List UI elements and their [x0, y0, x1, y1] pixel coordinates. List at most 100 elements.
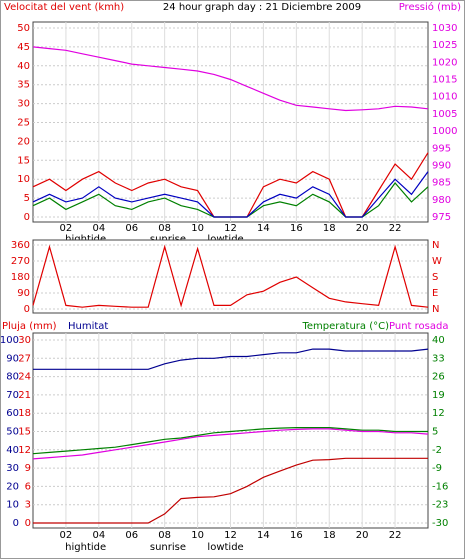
y-tick-label: 50	[6, 427, 19, 438]
x-tick-label: 02	[60, 223, 73, 234]
x-tick-label: 18	[323, 530, 336, 541]
y2-tick-label: 990	[432, 160, 451, 171]
y-tick-label: 20	[17, 136, 30, 147]
y-tick-label: 0	[13, 518, 19, 529]
y2-tick-label: 19	[432, 390, 445, 401]
y-tick-label: 80	[6, 372, 19, 383]
x-tick-label: 18	[323, 223, 336, 234]
x-tick-label: 12	[224, 223, 237, 234]
y-tick-label: 270	[11, 256, 30, 267]
y2-tick-label: 1030	[432, 23, 457, 34]
y2-tick-label: 26	[432, 372, 445, 383]
x-tick-label: 10	[191, 223, 204, 234]
x-tick-label: 14	[257, 530, 270, 541]
y-tick-label: 60	[6, 408, 19, 419]
y-tick-label: 10	[6, 500, 19, 511]
y-tick-label: 40	[6, 445, 19, 456]
series-line	[32, 427, 428, 455]
series-line	[32, 244, 429, 308]
y2-tick-label: 1005	[432, 109, 457, 120]
pressure-axis-label: Pressió (mb)	[399, 1, 461, 13]
annotation: lowtide	[207, 542, 243, 553]
y2-tick-label: 975	[432, 212, 451, 223]
y2-tick-label: 1000	[432, 126, 457, 137]
x-tick-label: 08	[158, 530, 171, 541]
x-tick-label: 10	[191, 530, 204, 541]
x-tick-label: 04	[92, 223, 105, 234]
y-tick-label: 20	[6, 481, 19, 492]
y3-tick-label: 12	[18, 445, 31, 456]
y2-tick-label: 985	[432, 178, 451, 189]
y-tick-label: 100	[0, 335, 19, 346]
y3-tick-label: 0	[25, 518, 31, 529]
y3-tick-label: 18	[18, 408, 31, 419]
y-tick-label: 25	[17, 118, 30, 129]
y2-tick-label: E	[432, 288, 438, 299]
y2-tick-label: N	[432, 304, 439, 315]
y-tick-label: 5	[24, 193, 30, 204]
y3-tick-label: 15	[18, 427, 31, 438]
y-tick-label: 70	[6, 390, 19, 401]
y2-tick-label: 33	[432, 353, 445, 364]
y2-tick-label: -2	[432, 445, 442, 456]
x-tick-label: 20	[356, 530, 369, 541]
y-tick-label: 15	[17, 155, 30, 166]
y2-tick-label: 1020	[432, 57, 457, 68]
y2-tick-label: 1015	[432, 75, 457, 86]
y-tick-label: 45	[17, 42, 30, 53]
y2-tick-label: N	[432, 240, 439, 251]
x-tick-label: 02	[60, 530, 73, 541]
rain-axis-label: Pluja (mm)	[2, 321, 57, 332]
y2-tick-label: 1010	[432, 92, 457, 103]
y-tick-label: 90	[6, 353, 19, 364]
y2-tick-label: 40	[432, 335, 445, 346]
x-tick-label: 06	[125, 223, 138, 234]
annotation: hightide	[65, 542, 106, 553]
series-line	[33, 348, 429, 370]
y3-tick-label: 27	[18, 353, 31, 364]
x-tick-label: 06	[125, 530, 138, 541]
chart-title: 24 hour graph day : 21 Diciembre 2009	[163, 2, 361, 13]
y-tick-label: 50	[17, 23, 30, 34]
series-line	[32, 171, 429, 218]
y-tick-label: 90	[17, 288, 30, 299]
series-line	[33, 457, 428, 524]
y-tick-label: 360	[11, 240, 30, 251]
y2-tick-label: -30	[432, 518, 448, 529]
y2-tick-label: 5	[432, 427, 438, 438]
x-tick-label: 14	[257, 223, 270, 234]
y-tick-label: 10	[17, 174, 30, 185]
y2-tick-label: 1025	[432, 40, 457, 51]
x-tick-label: 16	[290, 530, 303, 541]
x-tick-label: 16	[290, 223, 303, 234]
y-tick-label: 40	[17, 61, 30, 72]
y-tick-label: 30	[17, 99, 30, 110]
dewpoint-axis-label: Punt rosada	[389, 321, 448, 332]
y-tick-label: 35	[17, 80, 30, 91]
y-tick-label: 0	[24, 212, 30, 223]
y2-tick-label: -16	[432, 481, 448, 492]
y3-tick-label: 3	[25, 500, 31, 511]
series-line	[32, 46, 429, 112]
x-tick-label: 22	[389, 530, 402, 541]
y3-tick-label: 21	[18, 390, 31, 401]
temperature-axis-label: Temperatura (°C)	[301, 321, 389, 332]
y2-tick-label: W	[432, 256, 442, 267]
x-tick-label: 12	[224, 530, 237, 541]
wind-axis-label: Velocitat del vent (kmh)	[4, 2, 124, 13]
y-tick-label: 30	[6, 463, 19, 474]
x-tick-label: 20	[356, 223, 369, 234]
y3-tick-label: 9	[25, 463, 31, 474]
y2-tick-label: 980	[432, 195, 451, 206]
y2-tick-label: 12	[432, 408, 445, 419]
series-line	[32, 428, 429, 460]
y2-tick-label: -9	[432, 463, 442, 474]
y2-tick-label: 995	[432, 143, 451, 154]
y2-tick-label: -23	[432, 500, 448, 511]
annotation: sunrise	[150, 542, 186, 553]
y-tick-label: 180	[11, 272, 30, 283]
y3-tick-label: 30	[18, 335, 31, 346]
x-tick-label: 04	[92, 530, 105, 541]
y2-tick-label: S	[432, 272, 438, 283]
